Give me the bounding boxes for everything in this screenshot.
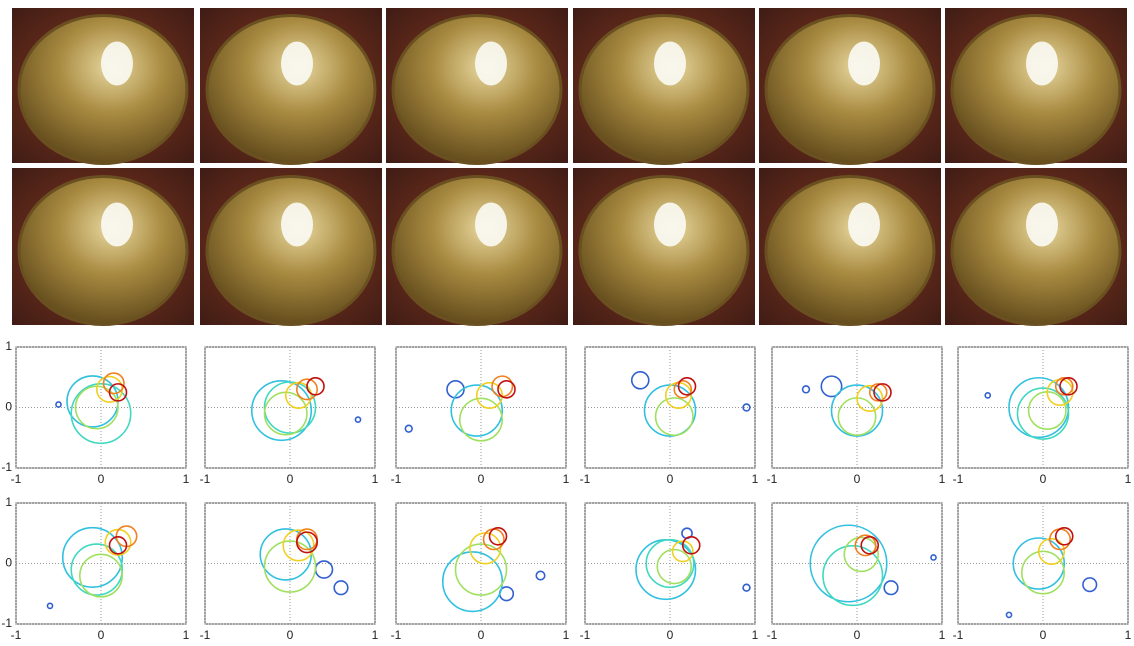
y-tick-label: -1 (1, 460, 12, 474)
y-tick-label: 0 (5, 556, 12, 570)
photo-disc (580, 16, 748, 164)
x-tick-label: 0 (667, 628, 674, 642)
x-tick-label: 1 (1125, 472, 1132, 486)
x-tick-label: -1 (767, 628, 778, 642)
x-tick-label: -1 (200, 472, 211, 486)
x-tick-label: 0 (478, 628, 485, 642)
x-tick-label: 0 (287, 628, 294, 642)
photo-disc (952, 177, 1120, 325)
x-tick-label: -1 (580, 628, 591, 642)
x-tick-label: 0 (667, 472, 674, 486)
photo-disc (393, 16, 561, 164)
x-tick-label: 0 (98, 472, 105, 486)
photo-disc (207, 177, 375, 325)
figure: -1 0 1 -1 0 1 -1 0 1 -1 0 1 -1 0 1 -1 0 1 -1 0 1 -1 0 1 -1 0 1 -1 0 1… (0, 0, 1134, 646)
photo-disc (580, 177, 748, 325)
photo-disc (207, 16, 375, 164)
photo-highlight (101, 203, 133, 247)
x-tick-label: -1 (767, 472, 778, 486)
x-tick-label: -1 (953, 472, 964, 486)
photo-highlight (1026, 42, 1058, 86)
y-tick-label: -1 (1, 616, 12, 630)
photo-highlight (281, 42, 313, 86)
x-tick-label: 1 (372, 628, 379, 642)
x-tick-label: -1 (11, 628, 22, 642)
x-tick-label: -1 (11, 472, 22, 486)
photo-highlight (475, 203, 507, 247)
x-tick-label: 1 (183, 472, 190, 486)
x-tick-label: 1 (1125, 628, 1132, 642)
y-tick-label: 1 (5, 495, 12, 509)
x-tick-label: 0 (1040, 628, 1047, 642)
photo-disc (393, 177, 561, 325)
photo-highlight (475, 42, 507, 86)
x-tick-label: 0 (854, 628, 861, 642)
photo-highlight (1026, 203, 1058, 247)
x-tick-label: 1 (752, 628, 759, 642)
x-tick-label: 1 (563, 628, 570, 642)
photo-disc (952, 16, 1120, 164)
photo-highlight (281, 203, 313, 247)
photo-highlight (654, 42, 686, 86)
x-tick-label: 1 (939, 628, 946, 642)
x-tick-label: 1 (752, 472, 759, 486)
x-tick-label: 0 (98, 628, 105, 642)
x-tick-label: 1 (563, 472, 570, 486)
x-tick-label: 1 (372, 472, 379, 486)
photo-highlight (848, 203, 880, 247)
x-tick-label: -1 (391, 628, 402, 642)
x-tick-label: 1 (183, 628, 190, 642)
x-tick-label: 0 (287, 472, 294, 486)
photo-disc (766, 16, 934, 164)
photo-highlight (101, 42, 133, 86)
x-tick-label: -1 (953, 628, 964, 642)
photo-disc (19, 177, 187, 325)
y-tick-label: 1 (5, 339, 12, 353)
photo-highlight (848, 42, 880, 86)
photo-highlight (654, 203, 686, 247)
x-tick-label: 0 (478, 472, 485, 486)
x-tick-label: 0 (1040, 472, 1047, 486)
x-tick-label: -1 (200, 628, 211, 642)
x-tick-label: 1 (939, 472, 946, 486)
photo-disc (19, 16, 187, 164)
x-tick-label: 0 (854, 472, 861, 486)
photo-disc (766, 177, 934, 325)
y-tick-label: 0 (5, 400, 12, 414)
x-tick-label: -1 (391, 472, 402, 486)
x-tick-label: -1 (580, 472, 591, 486)
